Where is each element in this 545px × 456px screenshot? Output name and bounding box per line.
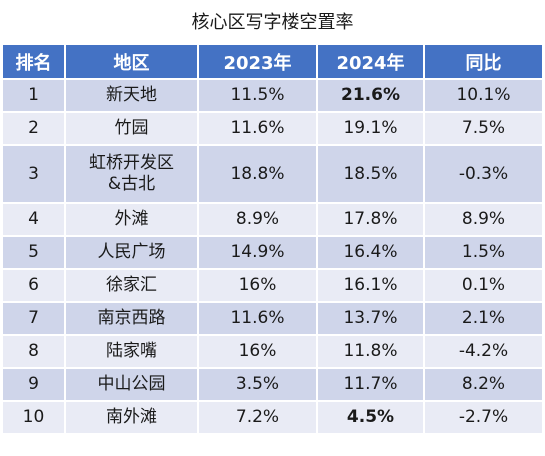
table-row: 10 南外滩 7.2% 4.5% -2.7% bbox=[1, 400, 544, 435]
rank-cell: 7 bbox=[1, 301, 66, 336]
rank-cell: 2 bbox=[1, 111, 66, 146]
table-row: 6 徐家汇 16% 16.1% 0.1% bbox=[1, 268, 544, 303]
value-2024-cell: 11.8% bbox=[316, 334, 425, 369]
rank-cell: 9 bbox=[1, 367, 66, 402]
area-cell: 陆家嘴 bbox=[64, 334, 199, 369]
table-row: 9 中山公园 3.5% 11.7% 8.2% bbox=[1, 367, 544, 402]
table-row: 4 外滩 8.9% 17.8% 8.9% bbox=[1, 202, 544, 237]
area-cell: 徐家汇 bbox=[64, 268, 199, 303]
value-2023-cell: 8.9% bbox=[197, 202, 318, 237]
rank-cell: 6 bbox=[1, 268, 66, 303]
rank-cell: 8 bbox=[1, 334, 66, 369]
header-area: 地区 bbox=[64, 43, 199, 80]
value-2023-cell: 3.5% bbox=[197, 367, 318, 402]
rank-cell: 10 bbox=[1, 400, 66, 435]
value-2023-cell: 7.2% bbox=[197, 400, 318, 435]
area-cell: 中山公园 bbox=[64, 367, 199, 402]
value-2024-cell: 4.5% bbox=[316, 400, 425, 435]
header-row: 排名 地区 2023年 2024年 同比 bbox=[1, 43, 544, 80]
table-row: 1 新天地 11.5% 21.6% 10.1% bbox=[1, 78, 544, 113]
table-row: 3 虹桥开发区 &古北 18.8% 18.5% -0.3% bbox=[1, 144, 544, 204]
table-row: 5 人民广场 14.9% 16.4% 1.5% bbox=[1, 235, 544, 270]
area-cell: 人民广场 bbox=[64, 235, 199, 270]
yoy-cell: -2.7% bbox=[423, 400, 544, 435]
area-cell: 竹园 bbox=[64, 111, 199, 146]
yoy-cell: 0.1% bbox=[423, 268, 544, 303]
value-2024-cell: 21.6% bbox=[316, 78, 425, 113]
vacancy-rate-table: 排名 地区 2023年 2024年 同比 1 新天地 11.5% 21.6% 10.1%… bbox=[1, 43, 544, 435]
value-2023-cell: 18.8% bbox=[197, 144, 318, 204]
area-cell: 外滩 bbox=[64, 202, 199, 237]
table-body: 1 新天地 11.5% 21.6% 10.1% 2 竹园 11.6% 19.1% 7.5% 3 虹桥开… bbox=[1, 78, 544, 435]
area-cell: 南京西路 bbox=[64, 301, 199, 336]
header-yoy: 同比 bbox=[423, 43, 544, 80]
header-2024: 2024年 bbox=[316, 43, 425, 80]
value-2024-cell: 19.1% bbox=[316, 111, 425, 146]
value-2023-cell: 11.6% bbox=[197, 111, 318, 146]
area-cell: 虹桥开发区 &古北 bbox=[64, 144, 199, 204]
rank-cell: 4 bbox=[1, 202, 66, 237]
yoy-cell: -4.2% bbox=[423, 334, 544, 369]
value-2024-cell: 16.1% bbox=[316, 268, 425, 303]
yoy-cell: 1.5% bbox=[423, 235, 544, 270]
value-2024-cell: 11.7% bbox=[316, 367, 425, 402]
area-cell: 新天地 bbox=[64, 78, 199, 113]
rank-cell: 5 bbox=[1, 235, 66, 270]
value-2024-cell: 18.5% bbox=[316, 144, 425, 204]
yoy-cell: -0.3% bbox=[423, 144, 544, 204]
yoy-cell: 8.2% bbox=[423, 367, 544, 402]
table-row: 2 竹园 11.6% 19.1% 7.5% bbox=[1, 111, 544, 146]
yoy-cell: 2.1% bbox=[423, 301, 544, 336]
table-row: 7 南京西路 11.6% 13.7% 2.1% bbox=[1, 301, 544, 336]
yoy-cell: 8.9% bbox=[423, 202, 544, 237]
value-2024-cell: 13.7% bbox=[316, 301, 425, 336]
yoy-cell: 7.5% bbox=[423, 111, 544, 146]
value-2023-cell: 11.6% bbox=[197, 301, 318, 336]
value-2023-cell: 14.9% bbox=[197, 235, 318, 270]
table-title: 核心区写字楼空置率 bbox=[191, 12, 354, 33]
header-2023: 2023年 bbox=[197, 43, 318, 80]
rank-cell: 1 bbox=[1, 78, 66, 113]
table-row: 8 陆家嘴 16% 11.8% -4.2% bbox=[1, 334, 544, 369]
yoy-cell: 10.1% bbox=[423, 78, 544, 113]
value-2023-cell: 16% bbox=[197, 334, 318, 369]
header-rank: 排名 bbox=[1, 43, 66, 80]
value-2023-cell: 11.5% bbox=[197, 78, 318, 113]
area-cell: 南外滩 bbox=[64, 400, 199, 435]
rank-cell: 3 bbox=[1, 144, 66, 204]
value-2024-cell: 16.4% bbox=[316, 235, 425, 270]
value-2023-cell: 16% bbox=[197, 268, 318, 303]
value-2024-cell: 17.8% bbox=[316, 202, 425, 237]
